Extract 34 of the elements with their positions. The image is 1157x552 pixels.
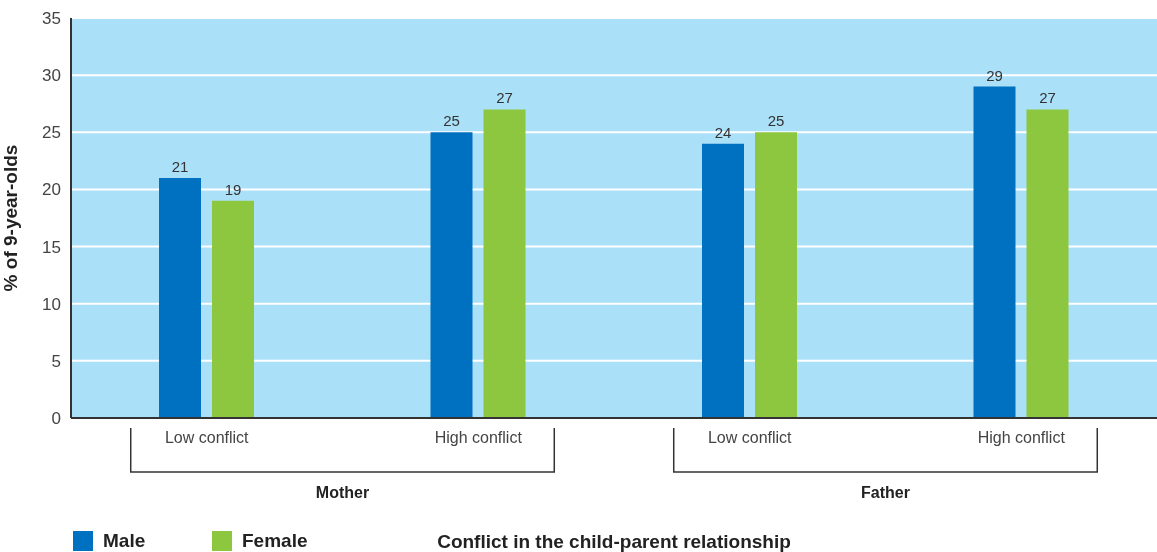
x-tick-label: Low conflict (164, 429, 250, 447)
data-label: 24 (714, 123, 732, 141)
x-tick-label: Low conflict (707, 429, 793, 447)
data-label: 21 (171, 158, 189, 175)
y-tick-label: 20 (42, 180, 61, 200)
data-label: 19 (224, 180, 242, 198)
x-tick-label: High conflict (977, 429, 1066, 447)
y-tick-label: 35 (42, 9, 61, 29)
legend-label: Female (242, 530, 308, 552)
bar (212, 200, 254, 418)
y-tick-label: 25 (42, 123, 61, 143)
x-tick-label: High conflict (434, 429, 523, 447)
bar (702, 143, 744, 418)
legend-label: Male (103, 530, 146, 552)
data-label: 25 (443, 112, 460, 130)
text: Father (861, 484, 910, 501)
y-tick-label: 0 (51, 409, 61, 429)
y-tick-label: 30 (42, 66, 61, 86)
x-axis-title: Conflict in the child-parent relationship (437, 531, 791, 552)
bar (159, 178, 201, 418)
bar (483, 109, 526, 418)
y-axis-title: % of 9-year-olds (0, 144, 21, 292)
data-label: 27 (1039, 89, 1056, 107)
bar (430, 132, 473, 418)
bar (755, 132, 797, 418)
data-label: 27 (496, 89, 513, 107)
y-tick-label: 10 (42, 294, 61, 314)
bar (973, 86, 1016, 418)
data-label: 25 (767, 112, 785, 130)
text: Mother (315, 484, 370, 501)
y-tick-label: 15 (42, 237, 61, 257)
bar (1026, 109, 1069, 418)
data-label: 29 (986, 66, 1003, 84)
y-tick-label: 5 (51, 351, 61, 371)
